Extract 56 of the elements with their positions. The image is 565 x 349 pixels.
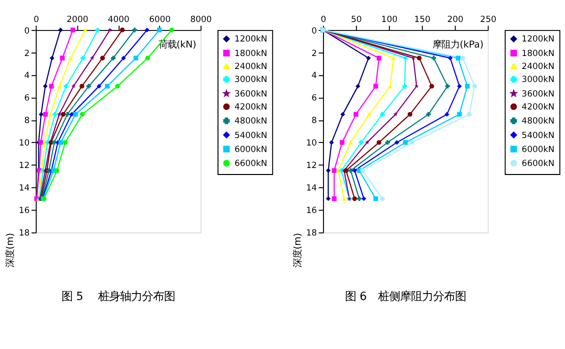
legend-label: 2400kN: [234, 61, 268, 72]
text: 图 5 桩身轴力分布图: [61, 290, 175, 303]
text: 图 6 桩侧摩阻力分布图: [344, 290, 466, 303]
x-tick-label: 250: [480, 14, 496, 24]
legend-label: 6000kN: [522, 144, 554, 154]
y-tick-label: 10: [306, 138, 317, 148]
y-tick-label: 16: [18, 205, 30, 216]
legend-label: 1800kN: [234, 48, 268, 58]
y-axis-title: 深度(m): [292, 232, 304, 268]
legend-label: 3600kN: [522, 88, 554, 98]
y-tick-label: 18: [18, 228, 30, 238]
y-tick-label: 18: [306, 228, 317, 238]
y-tick-label: 0: [311, 25, 317, 36]
legend-label: 3600kN: [234, 88, 268, 98]
y-tick-label: 2: [24, 48, 30, 58]
legend-label: 5400kN: [522, 130, 554, 140]
y-tick-label: 12: [306, 160, 317, 170]
y-tick-label: 0: [24, 25, 30, 36]
y-tick-label: 16: [306, 205, 317, 216]
x-tick-label: 150: [414, 14, 430, 24]
y-tick-label: 4: [24, 70, 30, 80]
x-tick-label: 6000: [149, 14, 171, 24]
legend-label: 6000kN: [234, 144, 268, 154]
x-tick-label: 200: [447, 14, 464, 24]
x-tick-label: 100: [381, 14, 398, 24]
legend-label: 5400kN: [234, 130, 268, 140]
legend-label: 1200kN: [522, 34, 554, 44]
y-tick-label: 8: [24, 115, 30, 126]
y-tick-label: 4: [311, 70, 317, 80]
legend-label: 4800kN: [234, 116, 268, 126]
x-tick-label: 0: [320, 14, 326, 24]
y-tick-label: 14: [18, 182, 30, 193]
x-tick-label: 0: [34, 14, 39, 24]
legend-label: 3000kN: [522, 74, 554, 84]
y-tick-label: 12: [18, 160, 30, 170]
y-tick-label: 10: [18, 138, 30, 148]
y-axis-title: 深度(m): [5, 232, 16, 268]
x-axis-title: 摩阻力(kPa): [432, 39, 484, 50]
legend-label: 6600kN: [522, 158, 554, 168]
legend-label: 4800kN: [522, 116, 554, 126]
x-tick-label: 8000: [190, 14, 212, 24]
legend-label: 4200kN: [234, 102, 268, 112]
y-tick-label: 8: [311, 115, 317, 126]
legend-label: 6600kN: [234, 158, 268, 168]
y-tick-label: 6: [311, 92, 317, 103]
x-tick-label: 2000: [66, 14, 88, 24]
legend-label: 4200kN: [522, 102, 554, 112]
legend-label: 1200kN: [234, 34, 268, 44]
legend-label: 1800kN: [522, 48, 554, 58]
y-tick-label: 2: [311, 48, 317, 58]
x-tick-label: 50: [351, 14, 362, 24]
legend-label: 3000kN: [234, 74, 268, 84]
y-tick-label: 6: [24, 92, 30, 103]
x-tick-label: 4000: [108, 14, 130, 24]
y-tick-label: 14: [306, 182, 317, 193]
legend-label: 2400kN: [522, 61, 554, 72]
